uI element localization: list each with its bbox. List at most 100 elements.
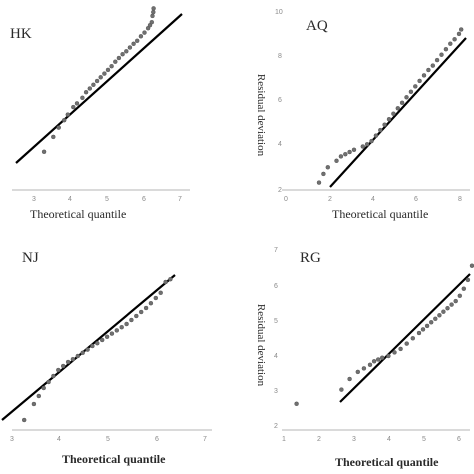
data-point-nj [31, 401, 37, 407]
data-point-hk [102, 71, 107, 76]
y-tick-rg-0: 2 [274, 423, 278, 430]
x-tick-hk-1: 4 [68, 196, 72, 203]
data-point-aq [417, 78, 422, 84]
data-point-rg [355, 369, 360, 375]
data-point-aq [421, 73, 427, 78]
y-tick-rg-3: 5 [274, 318, 278, 325]
data-point-rg [347, 376, 352, 382]
data-point-hk [116, 55, 122, 61]
data-point-nj [158, 290, 163, 295]
data-point-hk [113, 59, 118, 64]
x-tick-rg-3: 4 [387, 436, 391, 443]
x-tick-aq-0: 0 [284, 196, 288, 203]
data-point-aq [408, 89, 414, 95]
data-point-aq [378, 127, 383, 133]
data-point-aq [399, 100, 405, 106]
data-point-aq [395, 106, 400, 111]
data-point-rg [416, 330, 422, 336]
panel-nj: NJ 3 4 5 6 7 Theoretical quantile [1, 250, 212, 466]
panel-title-rg: RG [300, 250, 321, 266]
data-point-hk [94, 78, 100, 84]
data-point-hk [65, 112, 71, 117]
x-tick-aq-1: 2 [328, 196, 332, 203]
data-point-aq [316, 180, 322, 185]
x-tick-hk-2: 5 [105, 196, 109, 203]
data-point-nj [109, 331, 115, 336]
data-point-nj [129, 317, 134, 323]
data-point-nj [134, 313, 139, 319]
data-point-aq [369, 138, 374, 144]
data-point-rg [420, 327, 426, 332]
data-point-aq [338, 154, 344, 159]
points-aq [316, 27, 464, 185]
x-tick-nj-1: 4 [57, 436, 61, 443]
x-tick-aq-2: 4 [371, 196, 375, 203]
data-point-nj [90, 343, 95, 349]
data-point-nj [75, 353, 81, 359]
data-point-aq [430, 63, 435, 68]
x-tick-rg-4: 5 [422, 436, 426, 443]
y-axis-label-rg: Residual deviation [255, 304, 267, 387]
points-rg [294, 263, 474, 406]
data-point-aq [439, 52, 444, 57]
data-point-aq [334, 158, 339, 164]
panel-aq: AQ Residual deviation 10 8 6 4 2 0 2 4 6… [255, 9, 470, 221]
data-point-nj [61, 363, 66, 369]
points-nj [22, 277, 173, 423]
data-point-aq [325, 165, 330, 170]
data-point-hk [56, 125, 61, 130]
data-point-nj [80, 350, 85, 355]
data-point-rg [392, 350, 397, 355]
panel-rg: RG Residual deviation 7 6 5 4 3 2 1 2 3 … [255, 247, 474, 469]
data-point-aq [343, 151, 348, 157]
y-tick-rg-4: 6 [274, 283, 278, 290]
x-tick-nj-0: 3 [10, 436, 14, 443]
x-axis-label-hk: Theoretical quantile [30, 207, 126, 221]
data-point-hk [91, 82, 96, 88]
data-point-nj [56, 367, 61, 373]
y-tick-rg-2: 4 [274, 353, 278, 360]
data-point-aq [426, 67, 431, 73]
reference-line-rg [339, 273, 471, 403]
data-point-aq [391, 111, 396, 116]
y-tick-rg-5: 7 [274, 247, 278, 254]
x-tick-hk-3: 6 [142, 196, 146, 203]
data-point-hk [150, 13, 155, 19]
data-point-rg [376, 357, 381, 362]
data-point-nj [46, 379, 51, 385]
data-point-aq [360, 144, 365, 149]
y-tick-aq-2: 6 [278, 97, 282, 104]
data-point-hk [127, 45, 133, 50]
data-point-rg [386, 353, 391, 359]
data-point-nj [124, 321, 129, 327]
x-axis-label-aq: Theoretical quantile [332, 207, 428, 221]
data-point-nj [99, 337, 105, 343]
data-point-hk [138, 34, 144, 39]
data-point-nj [95, 341, 100, 346]
data-point-aq [321, 171, 326, 177]
data-point-hk [71, 104, 76, 110]
x-tick-nj-2: 5 [106, 436, 110, 443]
data-point-rg [367, 362, 373, 367]
data-point-nj [65, 359, 71, 365]
x-tick-hk-0: 3 [32, 196, 36, 203]
reference-line-aq [329, 37, 467, 188]
data-point-nj [168, 277, 173, 282]
data-point-aq [413, 84, 418, 89]
data-point-nj [104, 334, 110, 339]
x-tick-rg-5: 6 [457, 436, 461, 443]
data-point-rg [437, 313, 442, 318]
panel-hk: HK 3 4 5 6 7 Theoretical quantile [10, 6, 190, 221]
data-point-rg [433, 316, 438, 321]
reference-line-hk [15, 13, 183, 164]
data-point-aq [456, 31, 462, 37]
data-point-aq [373, 133, 379, 138]
data-point-rg [449, 302, 454, 307]
data-point-rg [461, 286, 466, 291]
x-tick-aq-3: 6 [414, 196, 418, 203]
x-tick-nj-3: 6 [155, 436, 159, 443]
data-point-rg [445, 306, 450, 311]
data-point-hk [51, 134, 56, 140]
data-point-rg [457, 293, 462, 298]
